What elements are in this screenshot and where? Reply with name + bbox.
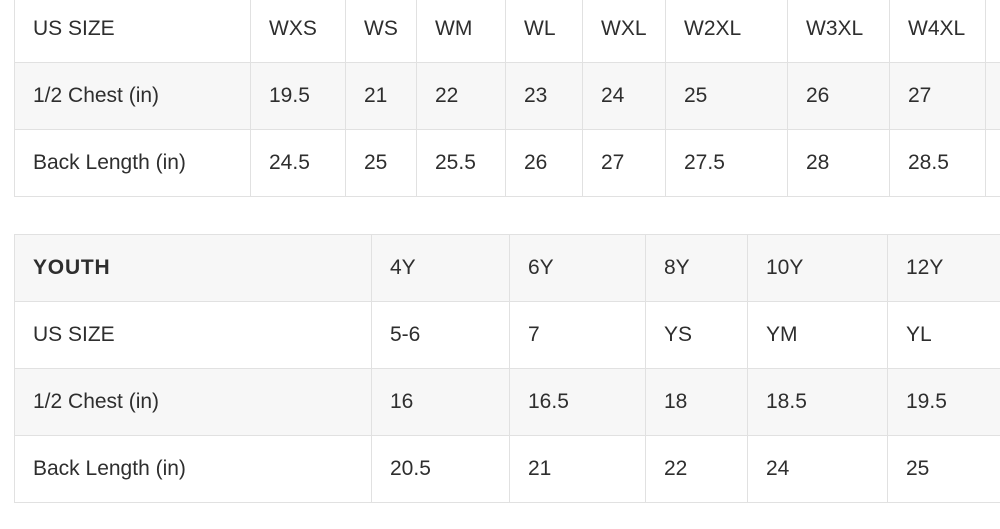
size-value-cell: 18: [645, 368, 748, 436]
size-value-cell: 7: [509, 301, 646, 369]
size-value-cell: 25: [665, 62, 788, 130]
size-value-cell: WM: [416, 0, 506, 63]
row-header-cell: Back Length (in): [14, 129, 251, 197]
row-header-cell: 1/2 Chest (in): [14, 62, 251, 130]
size-value-cell: 18.5: [747, 368, 888, 436]
size-value-cell: 27: [582, 129, 666, 197]
table-row: US SIZE WXS WS WM WL WXL W2XL W3XL W4XL: [14, 0, 1000, 63]
table-row: US SIZE 5-6 7 YS YM YL: [14, 301, 1000, 369]
size-value-cell: WS: [345, 0, 417, 63]
size-value-cell: YL: [887, 301, 1000, 369]
size-value-cell: 19.5: [250, 62, 346, 130]
size-value-cell: 21: [509, 435, 646, 503]
size-value-cell: 19.5: [887, 368, 1000, 436]
size-value-cell: YS: [645, 301, 748, 369]
size-value-cell: YM: [747, 301, 888, 369]
size-value-cell: 28.5: [889, 129, 986, 197]
youth-size-table: YOUTH 4Y 6Y 8Y 10Y 12Y US SIZE 5-6 7 YS …: [14, 234, 1000, 503]
size-value-cell: 24: [747, 435, 888, 503]
row-header-cell: Back Length (in): [14, 435, 372, 503]
row-header-cell: 1/2 Chest (in): [14, 368, 372, 436]
size-value-cell: 28: [787, 129, 890, 197]
size-value-cell: 10Y: [747, 234, 888, 302]
size-value-cell: 25.5: [416, 129, 506, 197]
row-header-cell: US SIZE: [14, 301, 372, 369]
clipped-cell: [985, 62, 1000, 130]
size-value-cell: 21: [345, 62, 417, 130]
size-value-cell: 8Y: [645, 234, 748, 302]
size-value-cell: 27: [889, 62, 986, 130]
size-value-cell: 22: [416, 62, 506, 130]
size-value-cell: 20.5: [371, 435, 510, 503]
table-row: Back Length (in) 20.5 21 22 24 25: [14, 435, 1000, 503]
size-value-cell: 6Y: [509, 234, 646, 302]
table-row: 1/2 Chest (in) 19.5 21 22 23 24 25 26 27: [14, 62, 1000, 130]
table-row: 1/2 Chest (in) 16 16.5 18 18.5 19.5: [14, 368, 1000, 436]
size-value-cell: 4Y: [371, 234, 510, 302]
size-value-cell: 26: [505, 129, 583, 197]
size-value-cell: 27.5: [665, 129, 788, 197]
size-value-cell: WXL: [582, 0, 666, 63]
size-value-cell: 23: [505, 62, 583, 130]
clipped-cell: [985, 129, 1000, 197]
row-header-cell: YOUTH: [14, 234, 372, 302]
adult-size-table: US SIZE WXS WS WM WL WXL W2XL W3XL W4XL …: [14, 0, 1000, 197]
size-value-cell: 26: [787, 62, 890, 130]
size-value-cell: 16.5: [509, 368, 646, 436]
size-value-cell: 5-6: [371, 301, 510, 369]
size-value-cell: 16: [371, 368, 510, 436]
size-value-cell: 25: [887, 435, 1000, 503]
table-row: Back Length (in) 24.5 25 25.5 26 27 27.5…: [14, 129, 1000, 197]
clipped-cell: [985, 0, 1000, 63]
table-row: YOUTH 4Y 6Y 8Y 10Y 12Y: [14, 234, 1000, 302]
size-value-cell: W2XL: [665, 0, 788, 63]
size-value-cell: 24.5: [250, 129, 346, 197]
size-value-cell: WXS: [250, 0, 346, 63]
size-value-cell: 24: [582, 62, 666, 130]
size-value-cell: WL: [505, 0, 583, 63]
row-header-cell: US SIZE: [14, 0, 251, 63]
size-value-cell: 12Y: [887, 234, 1000, 302]
size-value-cell: W4XL: [889, 0, 986, 63]
size-value-cell: 22: [645, 435, 748, 503]
size-value-cell: 25: [345, 129, 417, 197]
size-value-cell: W3XL: [787, 0, 890, 63]
